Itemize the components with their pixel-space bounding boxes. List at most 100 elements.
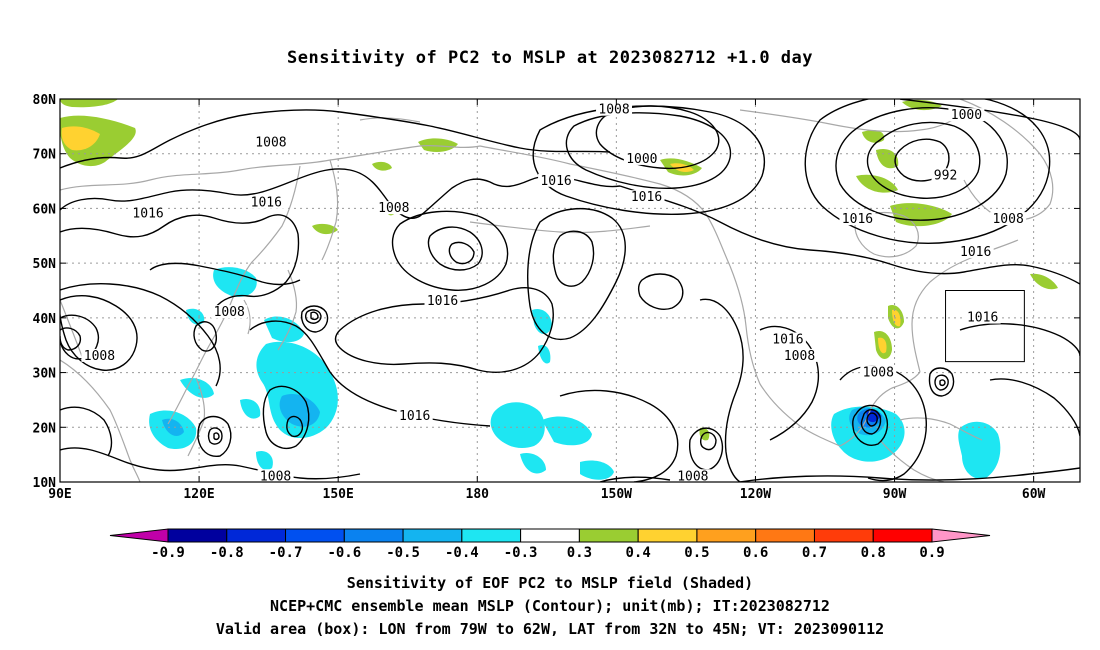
contour-label: 1008 (378, 201, 409, 216)
contour-line (213, 432, 220, 441)
contour-label-bg (596, 102, 633, 116)
contour-line (559, 389, 679, 482)
colorbar-label: -0.9 (151, 545, 185, 561)
shade-patch-green (60, 99, 118, 108)
contour-line (851, 404, 889, 446)
contour-line (939, 379, 946, 387)
contour-line (759, 325, 820, 441)
contour-line (60, 283, 221, 387)
tick-label-lon: 90E (48, 487, 71, 502)
shade-patch-cyan (490, 402, 545, 448)
colorbar-box (520, 528, 580, 543)
contour-line (60, 406, 113, 457)
shade-patch-cyan (256, 450, 273, 471)
shade-patch-cyan (240, 398, 261, 419)
contour-line (989, 378, 1080, 437)
contour-labels: 1008 1008 1000 1000 992 1016 1016 1016 1016 1008 1… (81, 102, 1027, 484)
colorbar (109, 528, 991, 543)
contour-label-bg (396, 409, 433, 423)
shade-patch-yellow (61, 126, 100, 151)
coastline-greenland (959, 99, 1054, 221)
contour-line (835, 107, 1008, 221)
contour-label-bg (248, 195, 285, 209)
shade-patch-cyan (542, 416, 592, 446)
contour-line (249, 320, 491, 427)
plot-frame (59, 98, 1081, 483)
caption-contour: NCEP+CMC ensemble mean MSLP (Contour); u… (270, 597, 830, 615)
contour-label: 1016 (960, 245, 991, 260)
coastline-asia-north (60, 144, 481, 191)
contour-line (391, 210, 509, 291)
shade-patch-green (862, 130, 885, 143)
contour-label: 1008 (863, 365, 894, 380)
contour-label-bg (252, 135, 289, 149)
contour-line (699, 431, 717, 451)
contour-label: 1016 (540, 174, 571, 189)
colorbar-label: 0.5 (684, 545, 709, 561)
shade-patch-cyan (532, 308, 552, 335)
tick-label-lon: 150W (601, 487, 632, 502)
shade-patch-cyan (180, 377, 214, 398)
shade-patch-cyan (213, 267, 257, 297)
shade-patch-cyan (580, 460, 614, 480)
shade-patch-cyan (186, 308, 205, 325)
colorbar-box (461, 528, 522, 543)
contour-label-bg (990, 212, 1027, 226)
coastline-mexico-gulf (839, 371, 921, 447)
shade-patch-green (372, 161, 392, 171)
coastline-korea (243, 299, 251, 335)
contour-label-bg (957, 244, 994, 258)
tick-label-lat: 20N (33, 421, 57, 436)
coastline-na-west (729, 265, 841, 447)
shade-patch-cyan (958, 421, 1001, 479)
colorbar-label: -0.8 (210, 545, 244, 561)
caption-shading: Sensitivity of EOF PC2 to MSLP field (Sh… (346, 574, 754, 592)
tick-label-lon: 90W (883, 487, 907, 502)
contour-label: 1000 (626, 152, 657, 167)
contour-label: 992 (934, 168, 957, 183)
contour-line (149, 262, 301, 286)
contour-line (527, 208, 626, 340)
shade-patch-mid (162, 418, 184, 436)
contour-line (866, 412, 878, 427)
contour-line (304, 309, 322, 324)
tick-label-lon: 120E (183, 487, 214, 502)
colorbar-box (167, 528, 228, 543)
tick-label-lon: 120W (740, 487, 771, 502)
colorbar-box (696, 528, 757, 543)
coastline-siberia-islands (359, 117, 421, 123)
contour-label-bg (674, 469, 711, 482)
contour-label-bg (375, 201, 412, 215)
colorbar-box (343, 528, 404, 543)
contour-line (448, 241, 475, 265)
colorbar-label: -0.7 (269, 545, 303, 561)
contour-line (860, 409, 882, 435)
colorbar-label: 0.8 (861, 545, 886, 561)
contour-line (532, 105, 766, 216)
contour-label-bg (81, 348, 118, 362)
contour-label: 1016 (427, 294, 458, 309)
colorbar-box (872, 528, 933, 543)
contour-label-bg (623, 151, 660, 165)
contour-line (60, 327, 82, 351)
shade-patch-cyan (538, 344, 551, 364)
contour-label-bg (257, 469, 294, 482)
axis-ticks (59, 98, 1080, 483)
colorbar-label: 0.3 (567, 545, 592, 561)
contour-label: 1016 (251, 196, 282, 211)
shade-patch-green (876, 148, 899, 169)
contour-label: 1008 (598, 103, 629, 118)
sensitivity-shading (60, 99, 1058, 480)
contour-line (310, 311, 319, 321)
contour-label: 1008 (260, 469, 291, 484)
shade-patch-yellow (878, 337, 887, 354)
tick-label-lon: 60W (1022, 487, 1046, 502)
contour-label-bg (839, 212, 876, 226)
contour-line (699, 298, 744, 482)
contour-line (866, 121, 981, 199)
contour-label: 1016 (842, 212, 873, 227)
contour-label: 1016 (967, 311, 998, 326)
contour-line (959, 323, 1080, 357)
colorbar-label: 0.7 (802, 545, 827, 561)
